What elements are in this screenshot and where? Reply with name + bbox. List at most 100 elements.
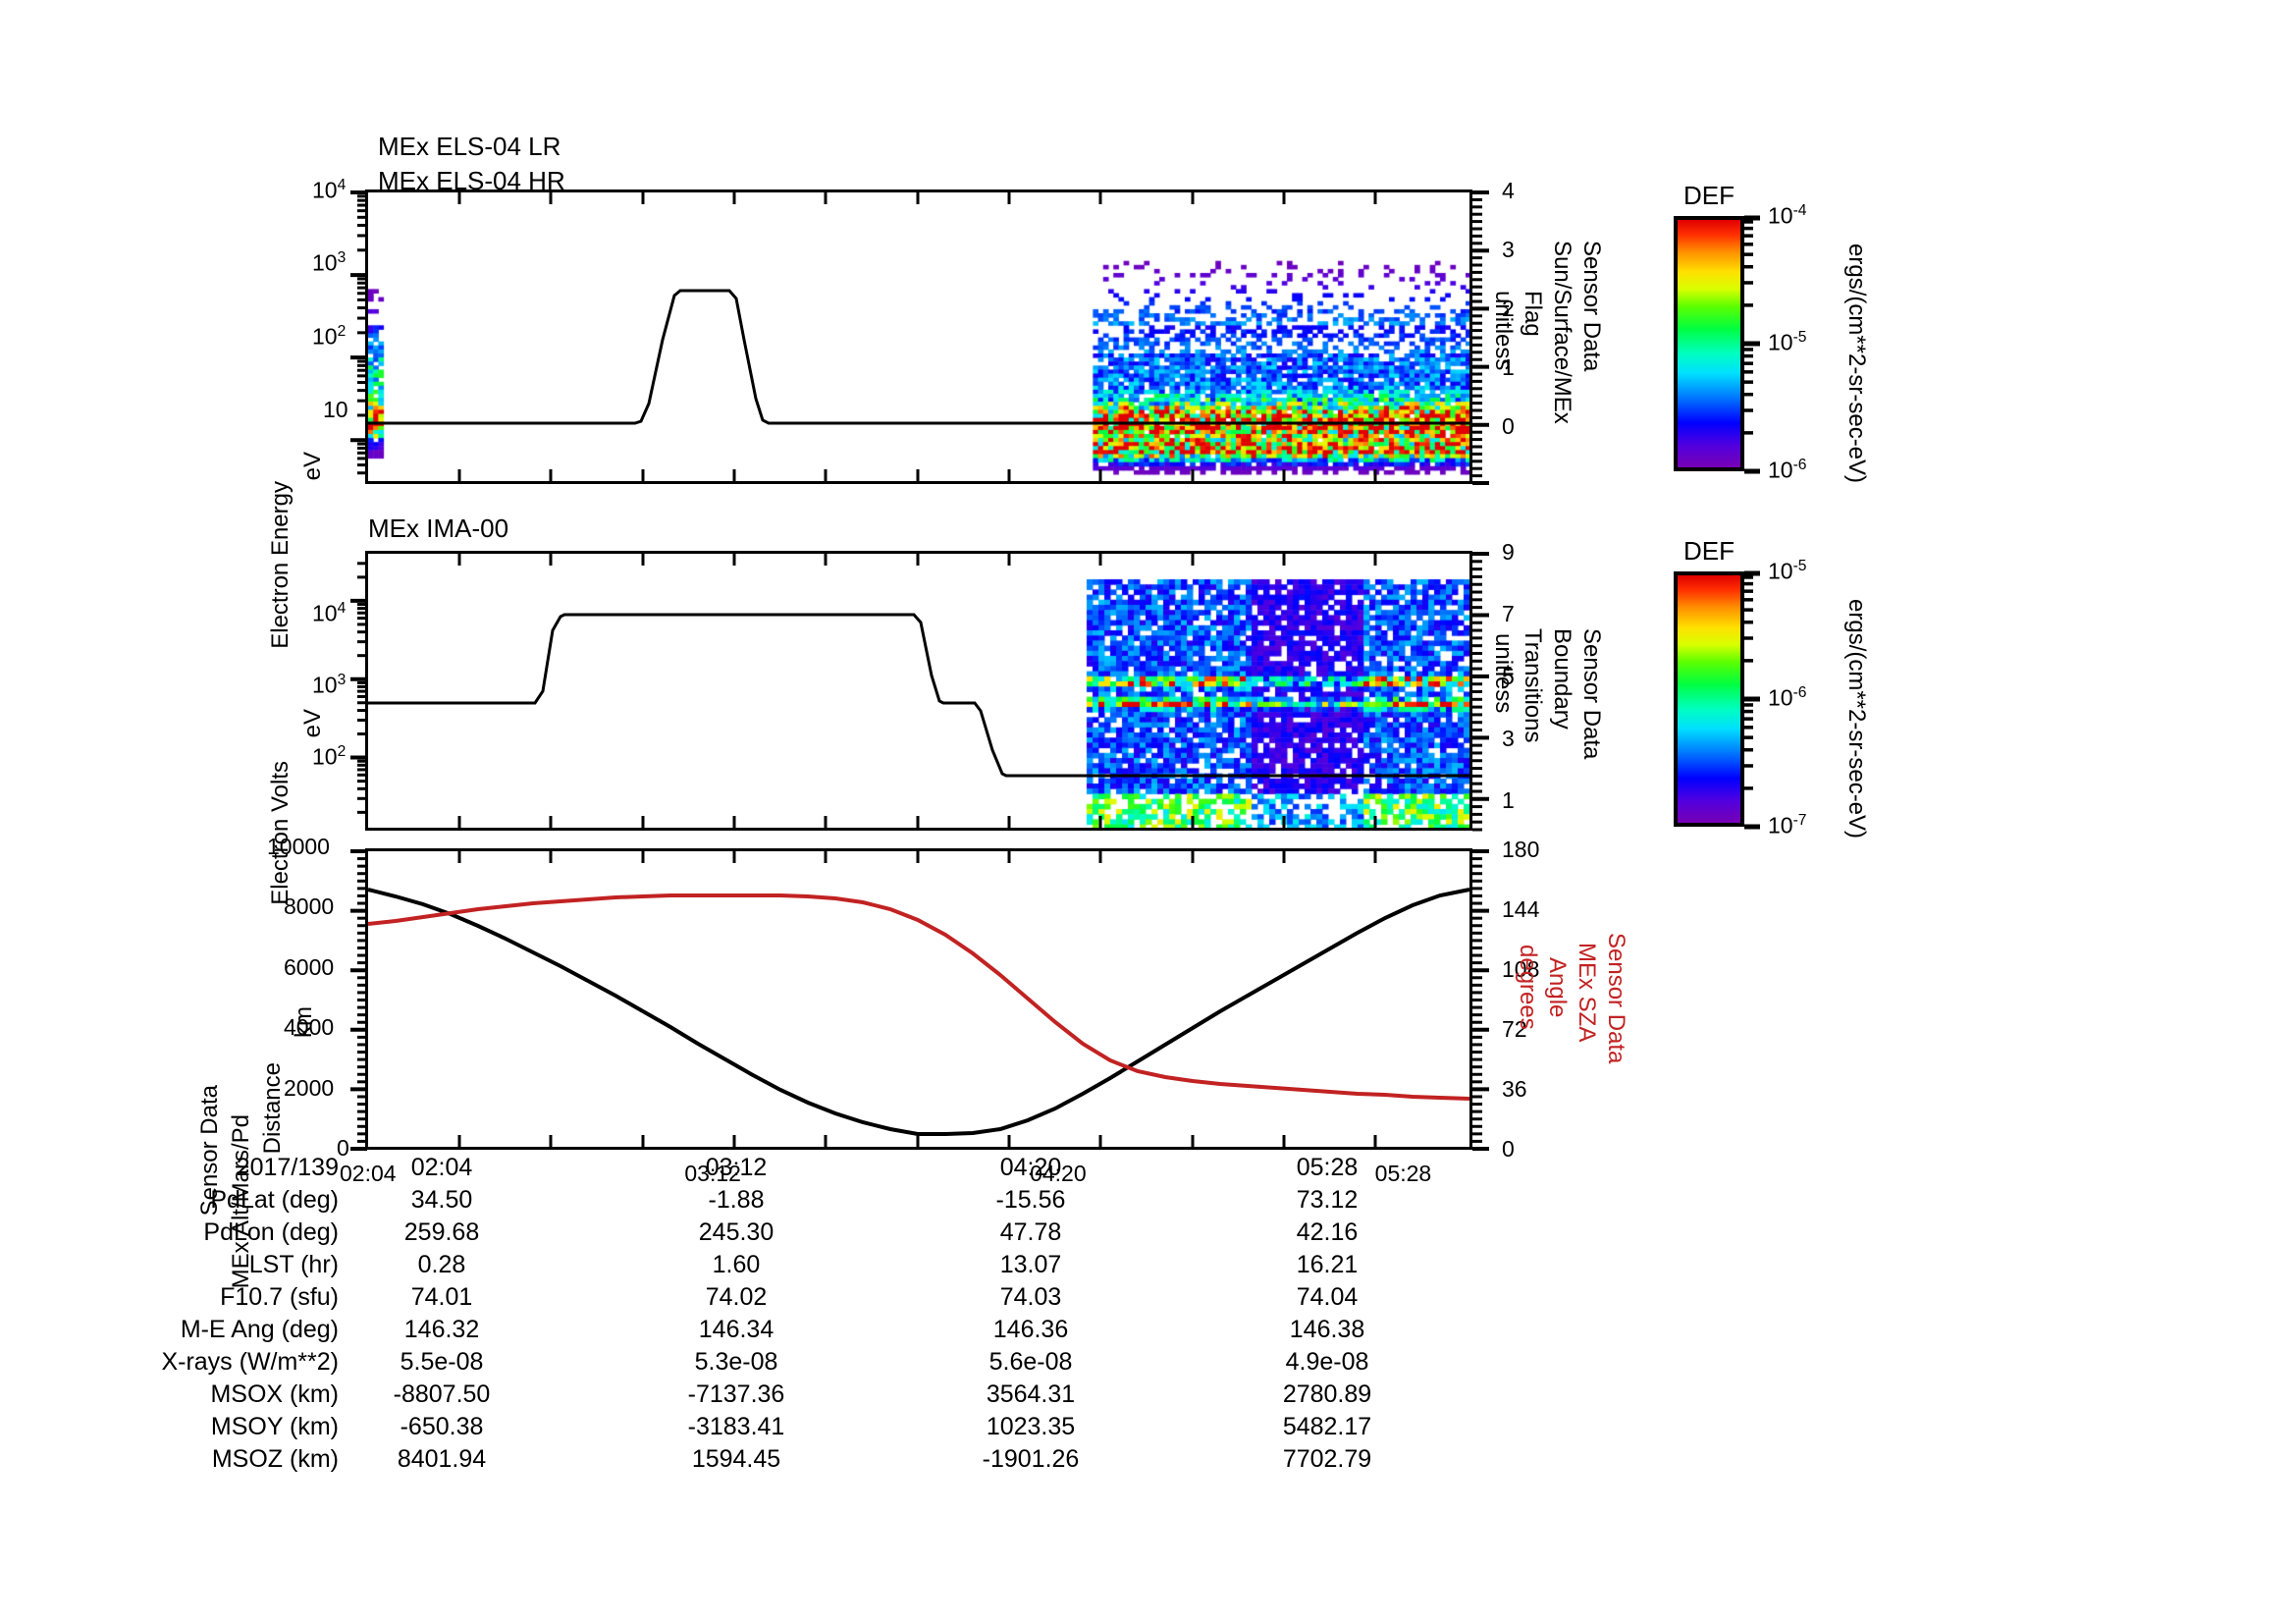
table-row-label: LST (hr): [248, 1251, 339, 1278]
colorbar-2-max-label: 10-5: [1768, 558, 1807, 584]
panel3-left-axis-label-3: Distance: [259, 1062, 286, 1155]
table-cell: -15.56: [995, 1186, 1066, 1214]
panel1-canvas: [368, 192, 1469, 481]
colorbar-1-title: DEF: [1683, 181, 1735, 210]
table-cell: 1.60: [712, 1251, 761, 1278]
panel3-left-ticks: [350, 849, 367, 1151]
panel3-x-ticks: [457, 851, 1377, 1147]
panel2-right-ticks: [1472, 552, 1489, 832]
panel2-ytick-10000: 104: [312, 600, 347, 626]
table-cell: 74.01: [410, 1283, 473, 1311]
panel3-ytick-6000: 6000: [284, 954, 335, 980]
panel1-right-axis-label-1: Sensor Data: [1578, 241, 1605, 372]
panel2-title: MEx IMA-00: [368, 514, 509, 543]
panel3-right-axis-label-3: Angle: [1544, 957, 1571, 1018]
colorbar-1-min-label: 10-6: [1768, 457, 1807, 483]
table-cell: 5482.17: [1282, 1413, 1372, 1440]
panel1-spectrogram: [368, 192, 1469, 481]
panel1-flag-trace: [368, 289, 1469, 425]
xaxis-tick-1: 03:12: [684, 1161, 741, 1186]
panel3-right-axis-label-1: Sensor Data: [1603, 933, 1629, 1064]
panel1-y2tick-2: 2: [1502, 296, 1515, 321]
table-cell: 5.5e-08: [400, 1348, 484, 1376]
panel2-right-axis-label-1: Sensor Data: [1578, 628, 1605, 760]
colorbar-2-unit: ergs/(cm**2-sr-sec-eV): [1843, 599, 1870, 839]
panel1-left-axis-label: Electron Energy: [267, 481, 294, 649]
panel1-right-axis-label-4: unitless: [1490, 291, 1517, 371]
table-row-label: MSOY (km): [210, 1413, 339, 1440]
panel1-y2tick-3: 3: [1502, 237, 1515, 262]
table-row-label: F10.7 (sfu): [220, 1283, 339, 1311]
panel2-right-axis-label-3: Transitions: [1520, 628, 1546, 743]
panel3-y2tick-108: 108: [1502, 956, 1540, 982]
table-cell: 03:12: [705, 1154, 768, 1181]
table-row-label: M-E Ang (deg): [180, 1316, 339, 1343]
panel1-title-lr: MEx ELS-04 LR: [378, 132, 561, 161]
table-cell: 04:20: [999, 1154, 1062, 1181]
panel2-boundary-trace: [368, 613, 1469, 778]
panel1-y2tick-0: 0: [1502, 413, 1515, 439]
panel1-ytick-10000: 104: [312, 177, 347, 203]
table-cell: -8807.50: [393, 1380, 491, 1408]
panel1-y2tick-4: 4: [1502, 178, 1515, 203]
panel2-spectrogram: [368, 554, 1469, 828]
table-row-label: 2017/139: [236, 1154, 339, 1181]
colorbar-2-min-label: 10-7: [1768, 812, 1807, 839]
panel1-right-ticks: [1472, 190, 1489, 485]
table-cell: 3564.31: [986, 1380, 1076, 1408]
colorbar-1-mid-label: 10-5: [1768, 329, 1807, 355]
panel3-ytick-10000: 10000: [267, 834, 330, 859]
table-cell: 2780.89: [1282, 1380, 1372, 1408]
panel2-y2tick-5: 5: [1502, 664, 1515, 689]
panel3-right-axis-label-2: MEx SZA: [1574, 943, 1600, 1043]
panel3-right-axis-label-4: degrees: [1515, 945, 1541, 1030]
panel3-y2tick-144: 144: [1502, 896, 1540, 922]
table-row-label: MSOX (km): [210, 1380, 339, 1408]
panel2-ytick-100: 102: [312, 743, 347, 770]
table-cell: 13.07: [999, 1251, 1062, 1278]
table-cell: -3183.41: [687, 1413, 785, 1440]
panel3-canvas: [367, 851, 1470, 1147]
colorbar-2-ticks: [1744, 570, 1760, 830]
table-cell: 245.30: [698, 1218, 774, 1246]
table-cell: 1594.45: [691, 1445, 781, 1473]
table-cell: 42.16: [1296, 1218, 1359, 1246]
panel1-ytick-100: 102: [312, 323, 347, 350]
table-cell: -1.88: [708, 1186, 765, 1214]
panel1-y2tick-1: 1: [1502, 354, 1515, 380]
panel3-y2tick-180: 180: [1502, 837, 1540, 862]
panel3-altitude-trace: [367, 888, 1470, 1136]
colorbar-2-gradient: [1674, 571, 1744, 827]
table-cell: 7702.79: [1282, 1445, 1372, 1473]
colorbar-1-unit: ergs/(cm**2-sr-sec-eV): [1843, 243, 1870, 484]
table-row-label: PdLat (deg): [210, 1186, 339, 1214]
table-cell: 02:04: [410, 1154, 473, 1181]
table-cell: 259.68: [403, 1218, 480, 1246]
table-cell: 74.03: [999, 1283, 1062, 1311]
panel2-left-axis-unit: eV: [299, 709, 326, 738]
panel2-y2tick-1: 1: [1502, 787, 1515, 813]
table-cell: 74.04: [1296, 1283, 1359, 1311]
panel2-plot-frame: [365, 551, 1472, 831]
panel2-x-ticks: [457, 554, 1377, 828]
table-cell: 0.28: [417, 1251, 466, 1278]
xaxis-tick-3: 05:28: [1374, 1161, 1432, 1186]
table-row-label: PdLon (deg): [203, 1218, 339, 1246]
table-cell: 5.3e-08: [694, 1348, 778, 1376]
table-cell: -7137.36: [687, 1380, 785, 1408]
panel3-ytick-4000: 4000: [284, 1014, 335, 1040]
panel2-right-axis-label-4: unitless: [1490, 633, 1517, 714]
table-cell: 146.34: [698, 1316, 774, 1343]
table-cell: 05:28: [1296, 1154, 1359, 1181]
panel1-right-axis-label-3: Flag: [1520, 291, 1546, 337]
table-cell: 34.50: [410, 1186, 473, 1214]
table-cell: -650.38: [400, 1413, 484, 1440]
panel3-ytick-8000: 8000: [284, 893, 335, 919]
colorbar-1-max-label: 10-4: [1768, 202, 1807, 229]
table-cell: 73.12: [1296, 1186, 1359, 1214]
panel1-ytick-1000: 103: [312, 249, 347, 276]
panel1-left-axis-unit: eV: [299, 452, 326, 481]
table-cell: 74.02: [705, 1283, 768, 1311]
panel2-y2tick-3: 3: [1502, 726, 1515, 751]
panel1-x-ticks: [457, 192, 1377, 481]
